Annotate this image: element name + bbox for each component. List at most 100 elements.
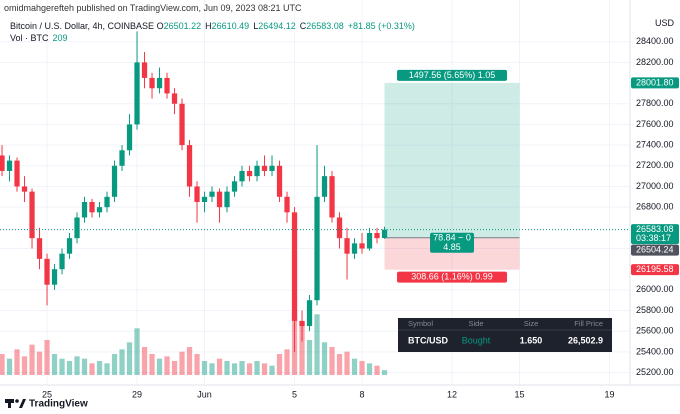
volume-bar <box>359 361 365 375</box>
logo-mark <box>8 399 11 408</box>
volume-bar <box>171 361 178 375</box>
logo-mark <box>19 399 26 408</box>
volume-bar <box>164 356 170 375</box>
y-tick-label: 25400.00 <box>636 346 674 356</box>
candle-body <box>314 196 320 301</box>
y-tick-label: 27000.00 <box>636 181 674 191</box>
volume-bar <box>284 349 290 375</box>
candle-body <box>0 155 5 171</box>
volume-bar <box>29 344 35 375</box>
table-cell: 1.650 <box>520 335 543 345</box>
volume-bar <box>119 349 125 375</box>
candle-body <box>74 217 80 239</box>
volume-bar <box>276 354 283 375</box>
y-tick-label: 27200.00 <box>636 160 674 170</box>
volume-value: 209 <box>52 33 68 43</box>
candle-body <box>269 165 275 171</box>
target-price-label: 28001.80 <box>636 77 674 87</box>
table-header: Size <box>524 319 539 328</box>
volume-bar <box>0 354 5 375</box>
volume-bar <box>66 361 73 375</box>
y-tick-label: 25600.00 <box>636 326 674 336</box>
candle-body <box>261 165 268 171</box>
volume-bar <box>351 358 358 375</box>
candle-body <box>141 62 148 78</box>
candle-body <box>344 238 350 254</box>
volume-bar <box>149 354 155 375</box>
volume-bar <box>74 356 80 375</box>
x-tick-label: 19 <box>605 389 615 399</box>
candle-body <box>186 145 193 187</box>
candle-body <box>134 62 140 125</box>
table-bg <box>398 318 612 352</box>
candle-body <box>14 160 20 187</box>
candle-layer <box>0 31 388 352</box>
candle-body <box>156 77 163 89</box>
x-tick-label: 25 <box>42 389 52 399</box>
y-tick-label: 27400.00 <box>636 139 674 149</box>
candle-body <box>224 191 230 208</box>
candle-body <box>276 165 283 197</box>
y-tick-label: 27600.00 <box>636 119 674 129</box>
volume-bar <box>374 365 380 375</box>
candle-body <box>119 150 125 166</box>
change: +81.85 (+0.31%) <box>347 21 415 31</box>
x-tick-label: 15 <box>515 389 525 399</box>
table-cell: BTC/USD <box>408 335 448 345</box>
footer-brand: TradingView <box>29 399 88 410</box>
volume-bar <box>344 351 350 375</box>
table-header: Side <box>468 319 483 328</box>
volume-bar <box>381 370 388 375</box>
volume-bar <box>59 358 65 375</box>
entry-price-label-box <box>631 244 679 256</box>
candle-body <box>21 186 28 192</box>
ohlc-label: L <box>253 21 259 31</box>
profit-zone <box>384 82 520 238</box>
table-cell: 26,502.9 <box>568 335 603 345</box>
logo-mark <box>15 399 19 403</box>
volume-bar <box>231 363 238 375</box>
x-tick-label: Jun <box>197 389 212 399</box>
candle-body <box>299 320 305 327</box>
volume-bar <box>81 358 88 375</box>
candle-body <box>44 258 50 285</box>
candle-body <box>321 176 328 197</box>
ohlc-value: 26610.49 <box>211 21 250 31</box>
volume-bar <box>261 363 268 375</box>
x-tick-label: 29 <box>132 389 142 399</box>
volume-bar <box>44 340 50 375</box>
candle-body <box>164 77 170 94</box>
stop-label: 308.66 (1.16%) 0.99 <box>411 272 493 282</box>
candle-body <box>29 191 35 239</box>
volume-bar <box>239 361 245 375</box>
x-tick-label: 5 <box>292 389 297 399</box>
ohlc-label: H <box>205 21 212 31</box>
volume-legend: Vol · BTC 209 <box>10 33 68 43</box>
volume-bar <box>14 349 20 375</box>
table-header: Fill Price <box>574 319 603 328</box>
table-cell: Bought <box>462 335 491 345</box>
candle-body <box>66 238 73 254</box>
volume-bar <box>6 358 13 375</box>
symbol: Bitcoin / U.S. Dollar, 4h, COINBASE <box>10 21 155 31</box>
symbol-legend: Bitcoin / U.S. Dollar, 4h, COINBASE O265… <box>10 21 419 31</box>
last-price-label: 03:38:17 <box>636 233 671 243</box>
volume-bar <box>89 363 95 375</box>
volume-bar <box>306 340 313 375</box>
y-tick-label: 27800.00 <box>636 98 674 108</box>
candle-body <box>336 217 343 239</box>
volume-bar <box>141 347 148 375</box>
candle-body <box>149 77 155 89</box>
volume-bar <box>96 361 103 375</box>
candle-body <box>36 238 43 259</box>
candle-body <box>111 165 118 197</box>
volume-bar <box>156 358 163 375</box>
candle-body <box>351 243 358 254</box>
target-label-box <box>397 69 508 81</box>
candle-body <box>306 300 313 327</box>
candle-body <box>59 253 65 270</box>
volume-bar <box>21 356 28 375</box>
stop-price-label: 26195.58 <box>636 264 674 274</box>
ohlc-value: 26494.12 <box>258 21 296 31</box>
